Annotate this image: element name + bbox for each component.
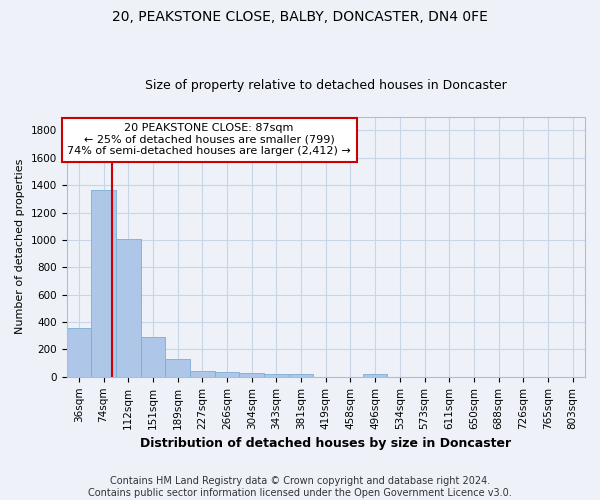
Y-axis label: Number of detached properties: Number of detached properties (15, 159, 25, 334)
Bar (264, 374, 289, 377)
Bar (165, 359, 190, 377)
Bar (190, 372, 215, 377)
Bar (116, 238, 140, 377)
Bar (289, 374, 313, 377)
Bar (91, 190, 116, 377)
X-axis label: Distribution of detached houses by size in Doncaster: Distribution of detached houses by size … (140, 437, 511, 450)
Bar (67, 328, 91, 377)
Title: Size of property relative to detached houses in Doncaster: Size of property relative to detached ho… (145, 79, 506, 92)
Text: 20 PEAKSTONE CLOSE: 87sqm
← 25% of detached houses are smaller (799)
74% of semi: 20 PEAKSTONE CLOSE: 87sqm ← 25% of detac… (67, 124, 351, 156)
Text: 20, PEAKSTONE CLOSE, BALBY, DONCASTER, DN4 0FE: 20, PEAKSTONE CLOSE, BALBY, DONCASTER, D… (112, 10, 488, 24)
Bar (239, 372, 264, 377)
Bar (140, 337, 165, 377)
Bar (215, 372, 239, 377)
Bar (363, 374, 388, 377)
Text: Contains HM Land Registry data © Crown copyright and database right 2024.
Contai: Contains HM Land Registry data © Crown c… (88, 476, 512, 498)
